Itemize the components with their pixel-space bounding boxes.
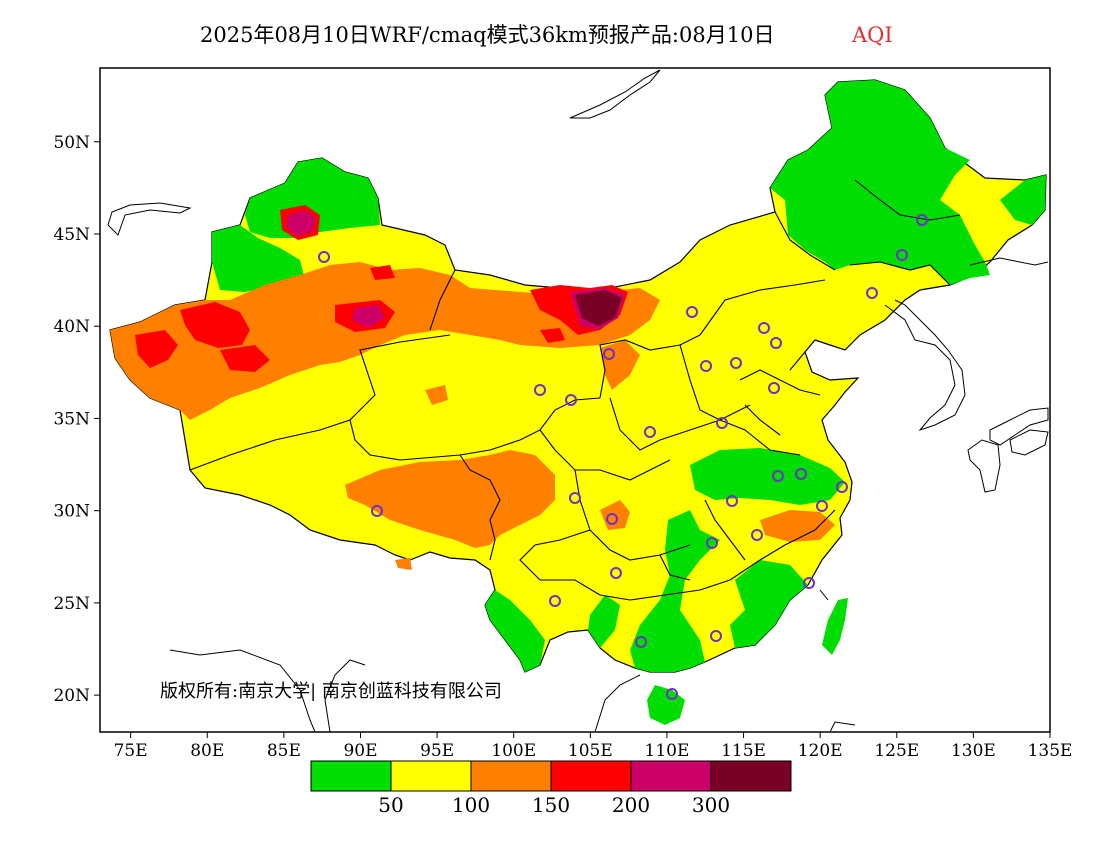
legend-swatch [710, 760, 792, 792]
lon-tick-label: 110E [645, 741, 690, 761]
city-marker [795, 468, 807, 480]
lat-tick-label: 20N [53, 686, 90, 706]
lat-tick-label: 30N [53, 502, 90, 522]
coastlines [107, 69, 1049, 732]
legend-label: 50 [378, 793, 403, 817]
city-marker [549, 595, 561, 607]
city-marker [666, 688, 678, 700]
legend-swatch [630, 760, 712, 792]
legend-swatch [390, 760, 472, 792]
city-marker [726, 495, 738, 507]
legend-swatch [470, 760, 552, 792]
city-marker [803, 577, 815, 589]
city-marker [710, 630, 722, 642]
city-marker [700, 360, 712, 372]
legend-swatch [550, 760, 632, 792]
legend-swatch [310, 760, 392, 792]
lat-tick-label: 25N [53, 594, 90, 614]
lon-tick-label: 130E [951, 741, 996, 761]
city-marker [610, 567, 622, 579]
aqi-field-green [212, 80, 1046, 725]
city-marker [706, 537, 718, 549]
city-marker [836, 481, 848, 493]
lon-tick-label: 125E [874, 741, 919, 761]
city-marker [751, 529, 763, 541]
city-markers [318, 214, 928, 700]
lat-tick-label: 35N [53, 409, 90, 429]
latitude-axis: 20N 25N 30N 35N 40N 45N 50N [53, 133, 100, 706]
copyright-text: 版权所有:南京大学| 南京创蓝科技有限公司 [160, 681, 502, 702]
lat-tick-label: 45N [53, 225, 90, 245]
city-marker [371, 505, 383, 517]
city-marker [758, 322, 770, 334]
city-marker [534, 384, 546, 396]
city-marker [606, 513, 618, 525]
lon-tick-label: 80E [190, 741, 224, 761]
city-marker [635, 636, 647, 648]
lon-tick-label: 95E [420, 741, 454, 761]
city-marker [603, 348, 615, 360]
city-marker [730, 357, 742, 369]
map-plot-area: 版权所有:南京大学| 南京创蓝科技有限公司 [100, 68, 1050, 732]
lat-tick-label: 40N [53, 317, 90, 337]
lon-tick-label: 75E [114, 741, 148, 761]
city-marker [916, 214, 928, 226]
lat-tick-label: 50N [53, 133, 90, 153]
lon-tick-label: 90E [343, 741, 377, 761]
lon-tick-label: 120E [798, 741, 843, 761]
city-marker [866, 287, 878, 299]
lon-tick-label: 105E [568, 741, 613, 761]
city-marker [716, 417, 728, 429]
color-legend: 50 100 150 200 300 [310, 760, 792, 817]
lon-tick-label: 115E [721, 741, 766, 761]
aqi-field-darkred [575, 290, 622, 326]
map-title-accent: AQI [851, 23, 893, 47]
map-frame [99, 67, 1051, 733]
longitude-axis: 75E 80E 85E 90E 95E 100E 105E 110E 115E 120E 125E 1… [114, 732, 1073, 761]
lon-tick-label: 100E [491, 741, 536, 761]
city-marker [772, 470, 784, 482]
map-title: 2025年08月10日WRF/cmaq模式36km预报产品:08月10日 [200, 23, 774, 47]
legend-label: 150 [532, 793, 570, 817]
legend-label: 100 [452, 793, 490, 817]
city-marker [816, 500, 828, 512]
city-marker [768, 382, 780, 394]
city-marker [686, 306, 698, 318]
aqi-field-orange [110, 262, 835, 570]
city-marker [569, 492, 581, 504]
lon-tick-label: 135E [1028, 741, 1073, 761]
provincial-borders [189, 179, 961, 601]
city-marker [565, 394, 577, 406]
lon-tick-label: 85E [267, 741, 301, 761]
city-marker [644, 426, 656, 438]
city-marker [896, 249, 908, 261]
legend-label: 300 [692, 793, 730, 817]
city-marker [770, 337, 782, 349]
city-marker [318, 251, 330, 263]
legend-label: 200 [612, 793, 650, 817]
